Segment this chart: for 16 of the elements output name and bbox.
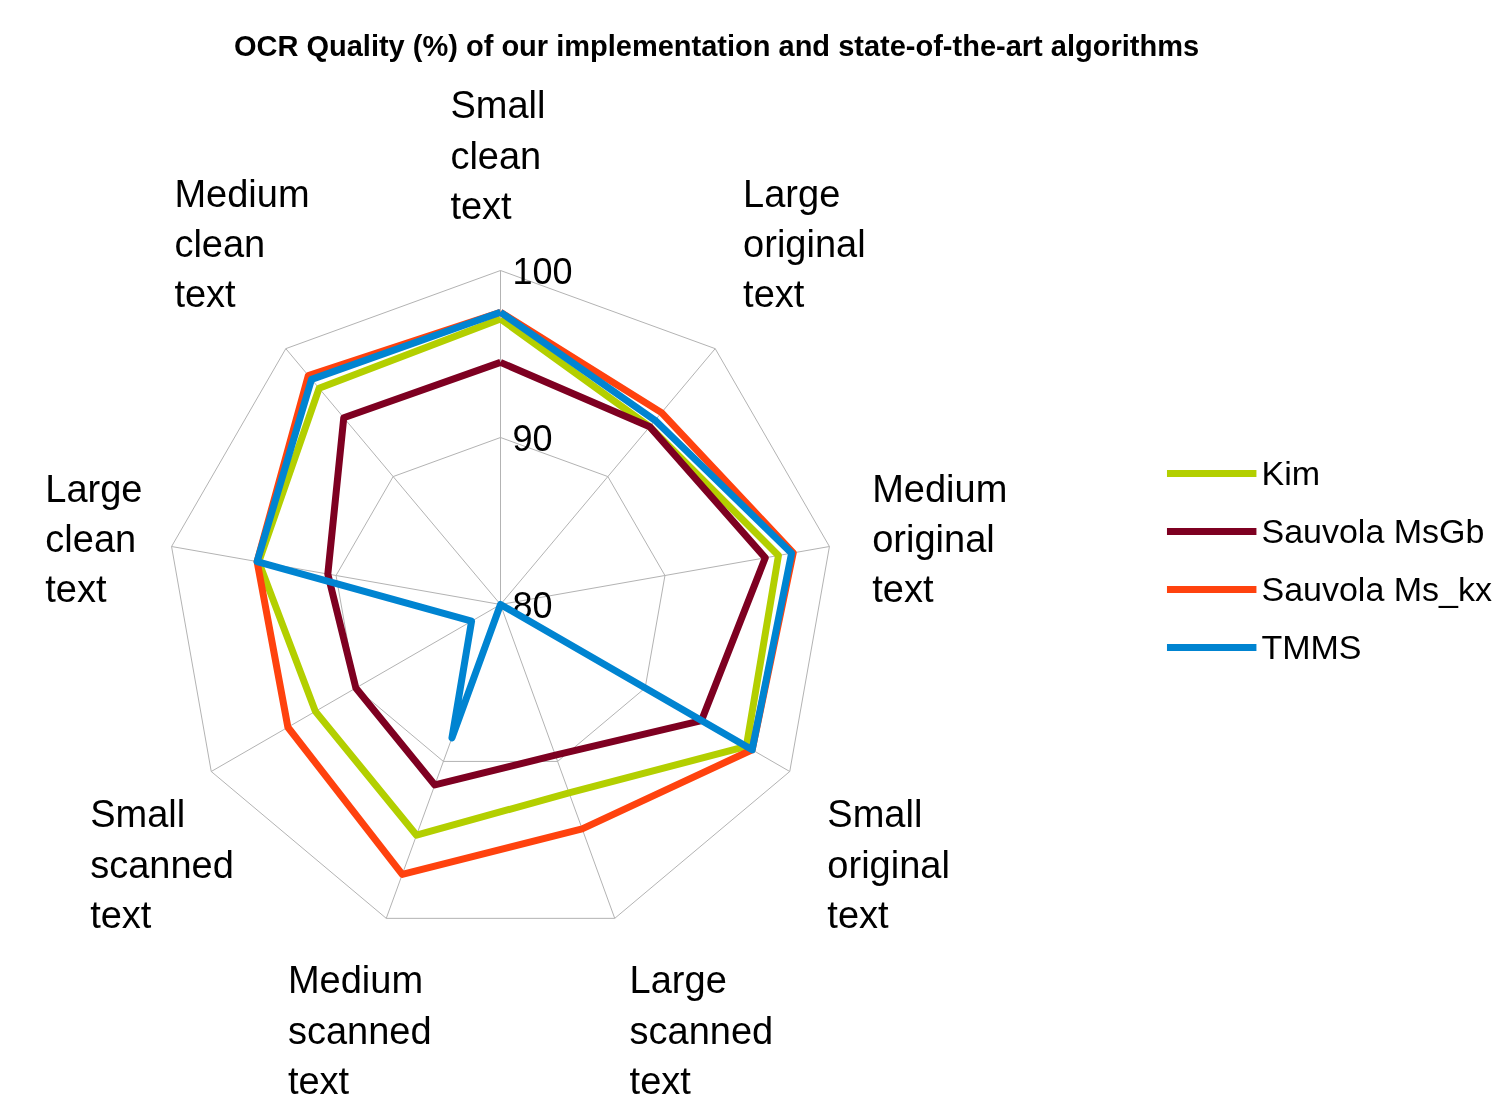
spoke-label: Small original text [827, 793, 950, 937]
chart-title: OCR Quality (%) of our implementation and state-of-the-art algorithms [233, 29, 1200, 62]
y-tick-label: 90 [512, 417, 553, 459]
spoke-label: Small clean text [450, 84, 546, 228]
legend-label: Kim [1261, 452, 1321, 494]
legend-label: Sauvola MsGb [1261, 510, 1485, 552]
spoke-label: Small scanned text [90, 793, 234, 937]
spoke-label: Large clean text [45, 467, 143, 611]
spoke-label: Medium scanned text [287, 959, 432, 1102]
spoke-label: Large original text [743, 172, 866, 316]
spoke-label: Medium clean text [174, 172, 310, 316]
legend-label: TMMS [1261, 626, 1362, 668]
y-tick-label: 100 [512, 250, 573, 292]
spoke-label: Large scanned text [629, 959, 774, 1102]
legend-label: Sauvola Ms_kx [1261, 568, 1492, 610]
spoke-label: Medium original text [872, 467, 1008, 611]
